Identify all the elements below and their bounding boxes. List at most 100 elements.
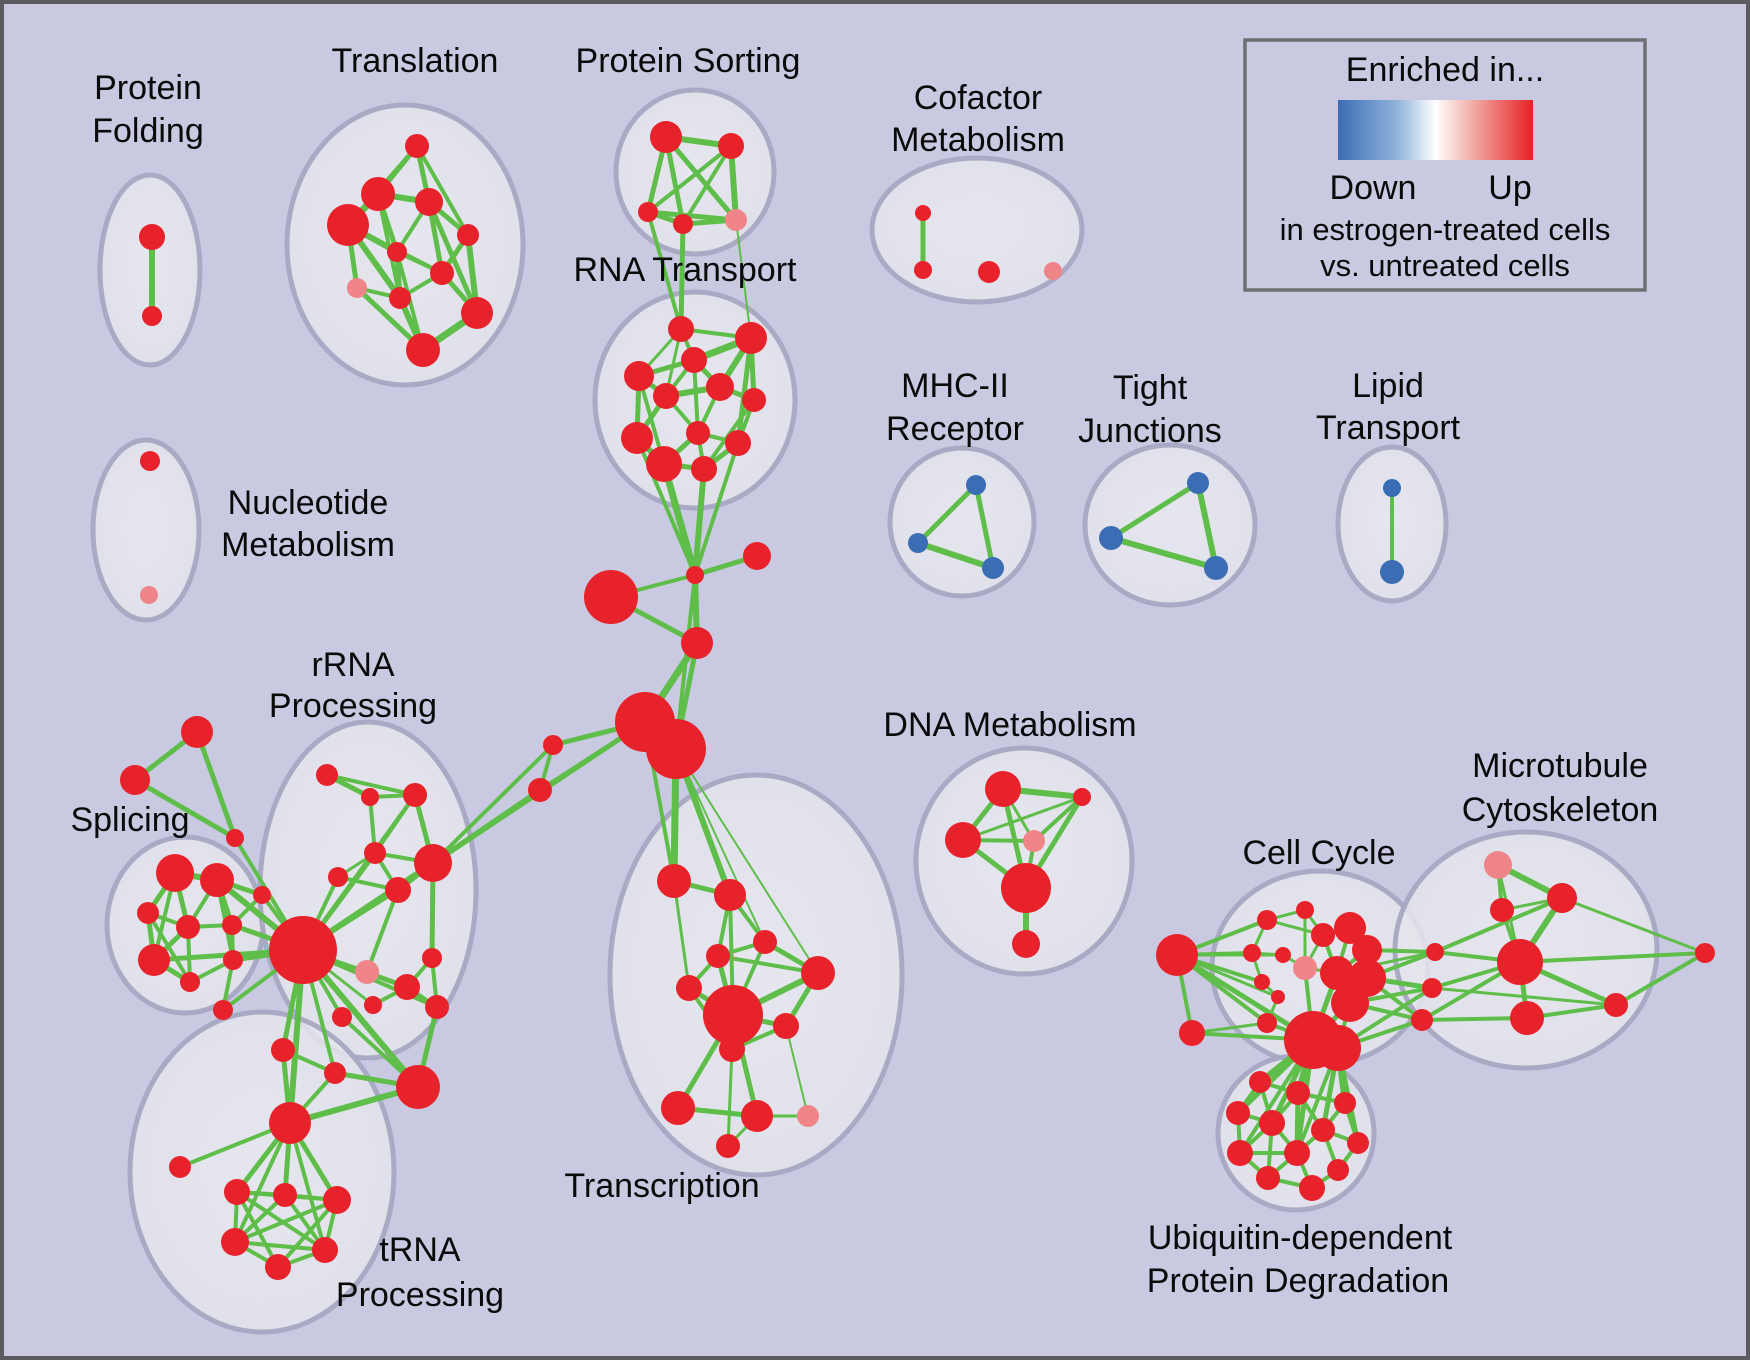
- node-rr3: [403, 783, 427, 807]
- edge-t1-t6: [235, 1190, 280, 1269]
- node-rr14: [396, 1065, 440, 1109]
- legend-box: [1243, 38, 1647, 292]
- node-rt11: [646, 446, 682, 482]
- node-G: [269, 916, 337, 984]
- node-c14: [1257, 1013, 1277, 1033]
- node-s7: [138, 944, 170, 976]
- node-mh2: [908, 533, 928, 553]
- node-d2: [1073, 788, 1091, 806]
- node-s3: [137, 902, 159, 924]
- node-rr11: [422, 948, 442, 968]
- node-tc7: [703, 985, 763, 1045]
- node-u2: [1286, 1081, 1310, 1105]
- node-rr1: [316, 764, 338, 786]
- node-ps5: [725, 209, 747, 231]
- node-jm1: [1426, 943, 1444, 961]
- cluster-label: Translation: [332, 42, 499, 80]
- edge-th-t4: [233, 1121, 292, 1244]
- node-tr11: [406, 333, 440, 367]
- node-nm1: [140, 451, 160, 471]
- edge-lw1-rr7: [431, 743, 555, 865]
- cluster-label: Junctions: [1078, 412, 1222, 450]
- cluster-label: Transcription: [564, 1167, 759, 1205]
- node-lw2: [528, 778, 552, 802]
- edge-rt12-j1: [692, 466, 707, 578]
- node-rt9: [621, 422, 653, 454]
- edge-th-rr14: [287, 1084, 421, 1126]
- node-s8: [180, 972, 200, 992]
- node-tr7: [430, 261, 454, 285]
- edge-tj1-tj2: [1108, 480, 1201, 541]
- node-th: [269, 1102, 311, 1144]
- cluster-label: Cell Cycle: [1242, 834, 1395, 872]
- node-c13: [1331, 984, 1369, 1022]
- cluster-label: Folding: [92, 112, 204, 150]
- cluster-label: Transport: [1316, 409, 1461, 447]
- node-t2: [273, 1183, 297, 1207]
- node-mh3: [982, 557, 1004, 579]
- legend-caption-line2: vs. untreated cells: [1320, 248, 1570, 283]
- node-rt6: [653, 383, 679, 409]
- node-tc1: [657, 864, 691, 898]
- edge-tc8-tc12: [785, 1025, 809, 1117]
- node-c4: [1334, 912, 1366, 944]
- edge-ps5-rt2: [735, 219, 752, 339]
- node-lp1: [1383, 479, 1401, 497]
- cluster-label: Tight: [1113, 369, 1188, 407]
- node-tc2: [714, 879, 746, 911]
- node-tr1: [405, 134, 429, 158]
- legend-up-label: Up: [1488, 169, 1531, 207]
- cluster-label: Metabolism: [891, 121, 1065, 159]
- node-rt4: [681, 347, 707, 373]
- node-t4: [221, 1228, 249, 1256]
- node-c12: [1271, 990, 1285, 1004]
- node-d6: [1012, 930, 1040, 958]
- edge-tr1-tr5: [415, 144, 470, 237]
- legend-title: Enriched in...: [1346, 51, 1544, 89]
- node-mh1: [966, 475, 986, 495]
- node-s9: [223, 950, 243, 970]
- edge-st2-sp0: [132, 777, 238, 841]
- node-rr5: [328, 867, 348, 887]
- node-clow: [1179, 1020, 1205, 1046]
- node-c2: [1296, 901, 1314, 919]
- node-rn1: [743, 542, 771, 570]
- node-rt12: [691, 456, 717, 482]
- node-u8: [1284, 1140, 1310, 1166]
- cluster-label: Protein: [94, 69, 202, 107]
- node-s5: [176, 915, 200, 939]
- cluster-label: MHC-II: [901, 367, 1009, 405]
- node-s2: [200, 863, 234, 897]
- cluster-label: DNA Metabolism: [883, 706, 1136, 744]
- node-rt3: [624, 361, 654, 391]
- node-c6: [1243, 944, 1261, 962]
- node-ps3: [638, 202, 658, 222]
- edge-t4-t5: [233, 1240, 327, 1252]
- node-tj3: [1204, 556, 1228, 580]
- node-mp: [1484, 851, 1512, 879]
- node-j2: [681, 627, 713, 659]
- node-cf3: [978, 261, 1000, 283]
- edge-rt10-j1: [693, 441, 740, 577]
- cluster-label: Cofactor: [914, 79, 1043, 117]
- cluster-ellipse-mhc-ii-receptor: [887, 445, 1037, 599]
- node-tc10: [661, 1091, 695, 1125]
- node-t3: [323, 1186, 351, 1214]
- node-pf1: [139, 224, 165, 250]
- node-tr9: [389, 287, 411, 309]
- node-m5: [1510, 1001, 1544, 1035]
- cluster-label: Nucleotide: [228, 484, 389, 522]
- cluster-label: RNA Transport: [574, 251, 798, 289]
- node-rt5: [706, 373, 734, 401]
- edge-jm3-m5: [1420, 1016, 1529, 1022]
- node-tb: [324, 1062, 346, 1084]
- node-u5: [1259, 1110, 1285, 1136]
- node-tj2: [1099, 526, 1123, 550]
- node-tr2: [361, 177, 395, 211]
- node-st2: [120, 765, 150, 795]
- node-d5: [1001, 863, 1051, 913]
- node-tr3: [415, 188, 443, 216]
- node-rr7: [414, 844, 452, 882]
